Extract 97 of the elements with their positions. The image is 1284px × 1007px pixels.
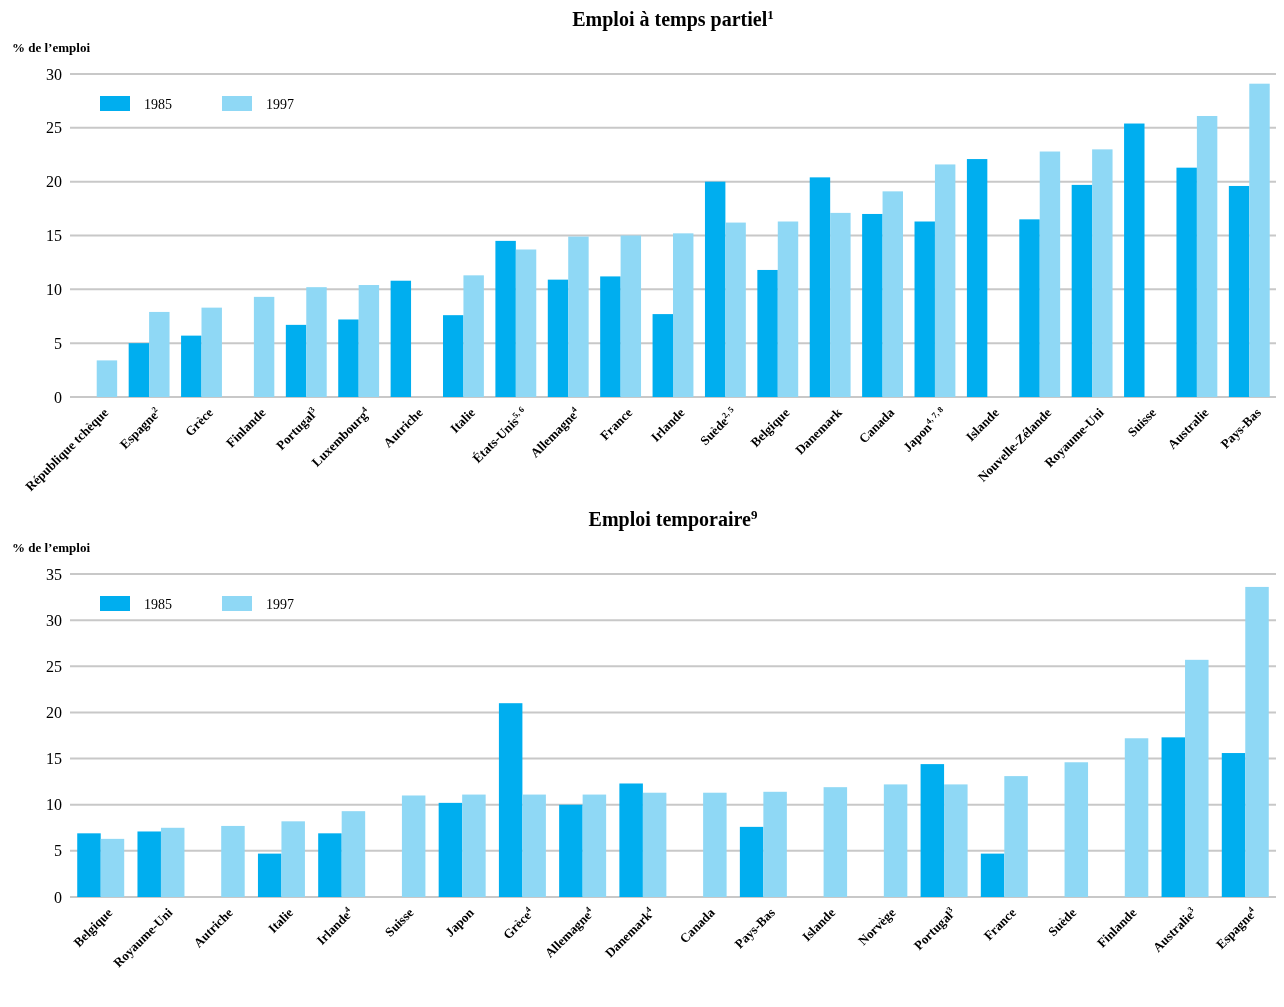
bar [547,279,569,397]
bar [498,703,523,897]
y-tick-label: 10 [46,280,62,298]
y-tick-label: 25 [46,657,62,675]
bar [149,311,170,397]
bar [980,853,1005,897]
y-tick-label: 35 [46,565,62,583]
bar [358,285,380,397]
y-tick-label: 10 [46,796,62,814]
y-tick-label: 5 [54,842,62,860]
bar [673,233,694,397]
bar [1039,151,1061,397]
bar [1161,737,1186,897]
bar [1004,776,1028,897]
bar [809,177,831,397]
bar [201,307,222,397]
bar [495,240,516,397]
bar [318,833,342,897]
bar [619,783,643,897]
bar [285,324,307,397]
bar [1124,123,1145,397]
bar [1064,762,1089,897]
y-tick-label: 15 [46,227,62,245]
y-tick-label: 30 [46,611,62,629]
bar [221,825,245,897]
bar [725,222,746,397]
bar [559,804,583,897]
y-tick-label: 25 [46,119,62,137]
bar [920,764,945,897]
bar [1228,185,1250,397]
bar [777,221,799,397]
y-tick-label: 20 [46,173,62,191]
bar [401,795,426,897]
bar [1124,738,1149,897]
bar [582,794,607,897]
bar [823,787,848,897]
bar [137,831,161,897]
bar [600,276,621,397]
chart-title: Emploi à temps partiel$^{1}$ [572,6,774,31]
bar [257,853,282,897]
bar [338,319,359,397]
bar [757,269,778,397]
y-tick-label: 5 [54,334,62,352]
bar [1176,167,1197,397]
bar [1019,219,1040,397]
legend-label: 1997 [266,596,294,612]
bar [438,802,463,897]
bar [522,794,546,897]
bar [703,792,727,897]
bar [620,235,642,397]
bar [830,212,851,397]
bar [253,296,275,397]
y-axis-title: % de l’emploi [12,40,91,55]
bar [1245,586,1269,897]
bar [882,191,903,397]
bar [944,784,968,897]
legend-label: 1985 [144,96,172,112]
bar [1092,149,1113,397]
bar [281,821,305,897]
bar [763,791,787,897]
bar [463,275,484,397]
bar [462,794,486,897]
bar [128,343,150,397]
bar [1196,115,1218,397]
bar [862,213,883,397]
bar [77,833,101,897]
bar [934,164,956,397]
bar [390,280,412,397]
bar [160,827,185,897]
bar [642,792,667,897]
bar [1249,83,1270,397]
bar [96,360,118,397]
y-tick-label: 30 [46,65,62,83]
bar [515,249,537,397]
bar [443,315,464,397]
bar [568,236,589,397]
bar [306,287,327,397]
legend-label: 1985 [144,596,172,612]
bar [739,826,764,897]
bar [1221,753,1246,897]
bar [341,811,366,897]
bar [966,159,988,397]
bar [914,221,935,397]
bar [704,181,726,397]
legend-label: 1997 [266,96,294,112]
y-axis-title: % de l’emploi [12,540,91,555]
y-tick-label: 0 [54,388,62,406]
bar [1185,659,1209,897]
bar [883,784,908,897]
bar [1071,184,1093,397]
y-tick-label: 0 [54,888,62,906]
y-tick-label: 20 [46,704,62,722]
bar [100,838,125,897]
y-tick-label: 15 [46,750,62,768]
chart-title: Emploi temporaire$^{9}$ [588,506,758,531]
bar [181,335,202,397]
bar [652,314,673,397]
